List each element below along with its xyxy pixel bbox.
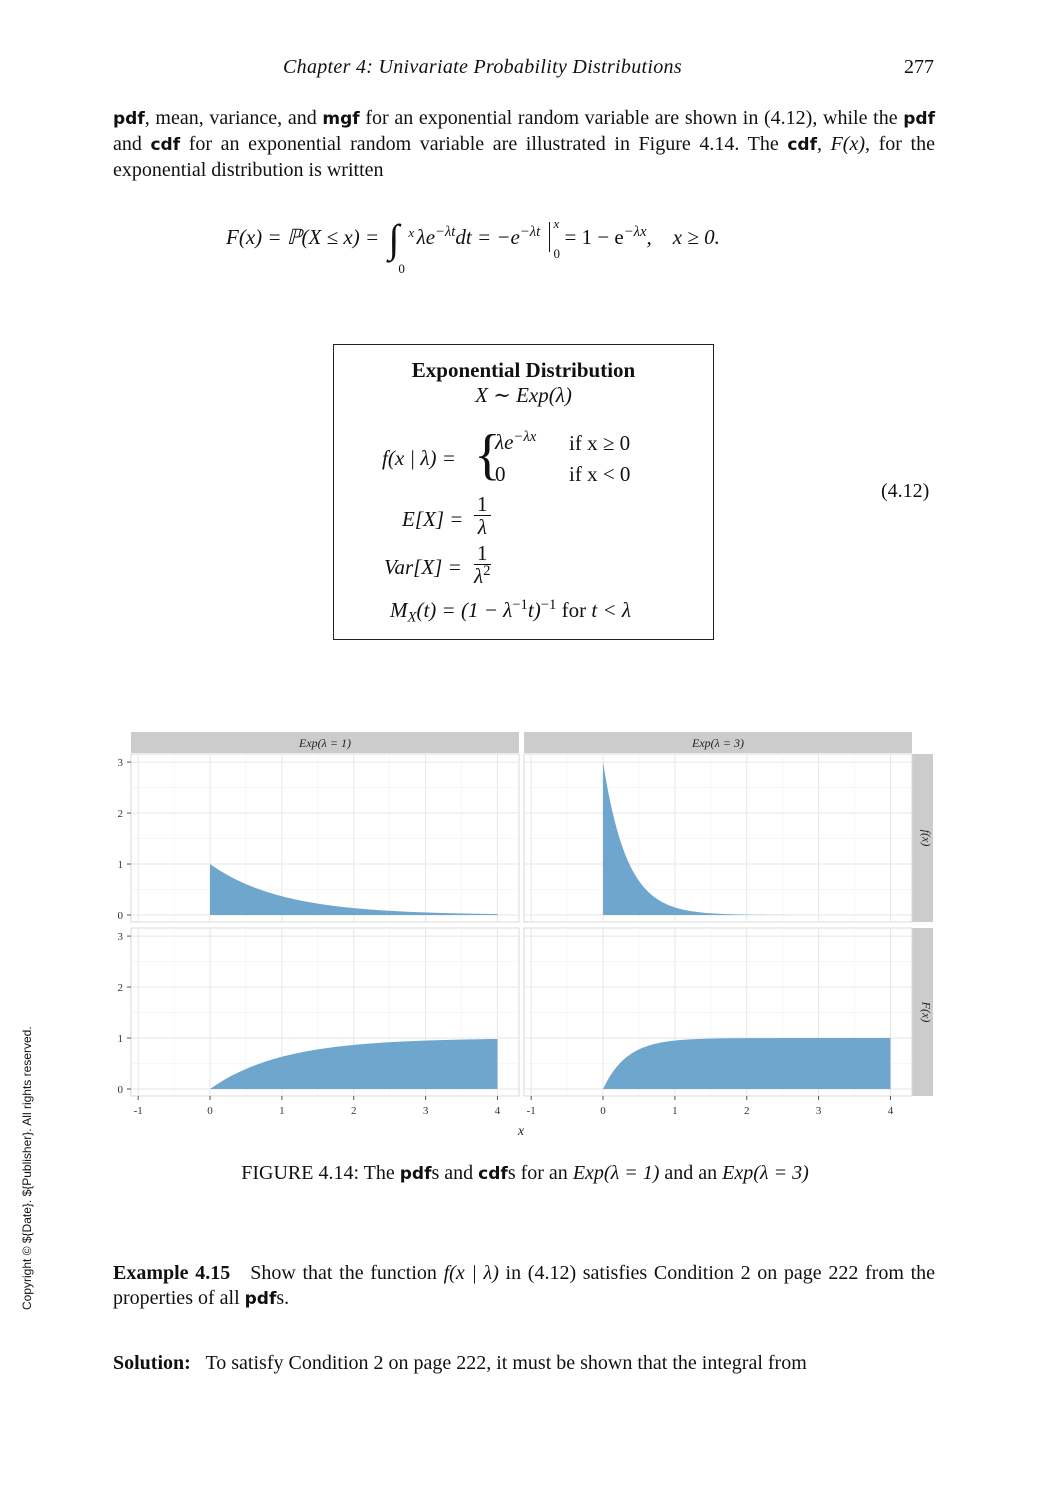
x-tick-label: 3	[816, 1105, 822, 1117]
intro-paragraph: pdf, mean, variance, and mgf for an expo…	[113, 107, 935, 181]
chapter-title: Chapter 4: Univariate Probability Distri…	[283, 56, 682, 78]
facet-strip-column	[524, 732, 912, 753]
x-tick-label: 3	[423, 1105, 429, 1117]
box-title: Exponential Distribution	[411, 358, 636, 382]
integral-lower: 0	[398, 261, 405, 276]
term-mgf: mgf	[322, 109, 360, 129]
y-tick-label: 0	[118, 910, 124, 922]
x-tick-label: 0	[600, 1105, 606, 1117]
x-tick-label: 1	[279, 1105, 285, 1117]
page-number: 277	[904, 56, 934, 78]
pdf-case-2: 0	[495, 462, 506, 486]
facet-strip-label: F(x)	[920, 1001, 934, 1023]
density-area	[210, 864, 498, 915]
facet-strip-row	[912, 928, 933, 1096]
x-tick-label: 4	[888, 1105, 894, 1117]
y-tick-label: 1	[118, 1033, 124, 1045]
variance-fraction: 1 λ2	[474, 541, 491, 588]
y-tick-label: 2	[118, 982, 124, 994]
density-area	[210, 1038, 498, 1089]
facet-strip-label: Exp(λ = 1)	[298, 736, 351, 750]
pdf-case-1: λe−λx	[495, 428, 537, 454]
solution: Solution: To satisfy Condition 2 on page…	[113, 1352, 807, 1374]
cases-brace: {	[474, 424, 501, 486]
facet-panel	[523, 753, 913, 923]
density-area	[603, 1038, 891, 1089]
integral-sign: ∫ x 0	[388, 219, 414, 277]
copyright-notice: Copyright © ${Date}. ${Publisher}. All r…	[20, 1026, 34, 1310]
mean-lhs: E[X] =	[402, 507, 464, 531]
x-tick-label: -1	[527, 1105, 536, 1117]
box-subtitle: X ∼ Exp(λ)	[475, 383, 572, 407]
example-label: Example 4.15	[113, 1262, 231, 1284]
facet-strip-row	[912, 754, 933, 922]
x-tick-label: -1	[134, 1105, 143, 1117]
x-tick-label: 2	[351, 1105, 357, 1117]
facet-strip-label: f(x)	[920, 830, 934, 847]
equation-number: (4.12)	[881, 480, 930, 502]
facet-strip-column	[131, 732, 519, 753]
example-4-15: Example 4.15 Show that the function f(x …	[113, 1262, 936, 1309]
x-tick-label: 0	[207, 1105, 213, 1117]
x-tick-label: 2	[744, 1105, 750, 1117]
x-axis-title: x	[517, 1124, 525, 1139]
y-tick-label: 0	[118, 1084, 124, 1096]
variance-lhs: Var[X] =	[384, 555, 462, 579]
y-tick-label: 3	[118, 757, 124, 769]
facet-strip-label: Exp(λ = 3)	[691, 736, 744, 750]
math-Fx: F(x)	[830, 133, 866, 155]
term-pdf: pdf	[113, 109, 145, 129]
pdf-case-2-cond: if x < 0	[569, 462, 631, 486]
x-tick-label: 4	[495, 1105, 501, 1117]
y-tick-label: 3	[118, 931, 124, 943]
facet-chart: Exp(λ = 1) Exp(λ = 3) f(x) F(x) 0 1 2 3 0 1 2 3 -1 0 1…	[118, 732, 934, 1139]
distribution-summary-box: Exponential Distribution X ∼ Exp(λ) f(x …	[333, 344, 714, 640]
y-tick-label: 2	[118, 808, 124, 820]
figure-caption: FIGURE 4.14: The pdfs and cdfs for an Ex…	[241, 1162, 809, 1184]
integral-upper: x	[408, 225, 415, 240]
x-tick-label: 1	[672, 1105, 678, 1117]
figure-4-14: Exp(λ = 1) Exp(λ = 3) f(x) F(x) 0 1 2 3 0 1 2 3 -1 0 1…	[0, 726, 1050, 1146]
term-cdf: cdf	[150, 135, 181, 155]
mgf-line: MX(t) = (1 − λ−1t)−1 for t < λ	[390, 596, 631, 626]
term-pdf: pdf	[903, 109, 935, 129]
pdf-case-1-cond: if x ≥ 0	[569, 431, 631, 455]
running-header: Chapter 4: Univariate Probability Distri…	[0, 56, 1050, 82]
density-area	[603, 762, 891, 915]
solution-label: Solution:	[113, 1352, 191, 1374]
facet-panel	[130, 753, 520, 923]
pdf-lhs: f(x | λ) =	[382, 446, 456, 470]
term-cdf: cdf	[787, 135, 817, 155]
y-tick-label: 1	[118, 859, 124, 871]
